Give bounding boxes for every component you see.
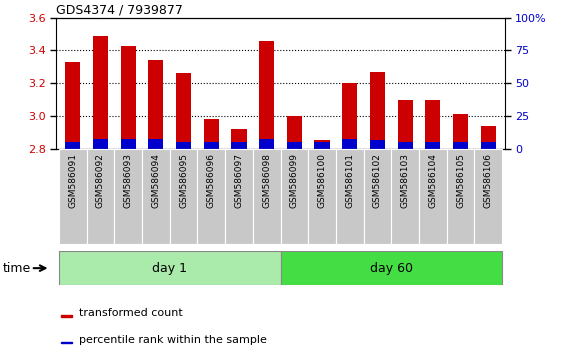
Bar [231, 129, 247, 149]
Bar [453, 142, 468, 149]
Bar [481, 142, 496, 149]
Bar [197, 149, 225, 244]
Text: GSM586100: GSM586100 [318, 154, 327, 209]
Text: GSM586099: GSM586099 [290, 154, 299, 209]
Bar [176, 73, 191, 149]
Bar [398, 99, 413, 149]
Bar [259, 41, 274, 149]
Bar [59, 251, 280, 285]
Bar [425, 99, 440, 149]
Bar [93, 139, 108, 149]
Bar [259, 139, 274, 149]
Bar [280, 251, 502, 285]
Bar [61, 315, 72, 317]
Bar [59, 149, 86, 244]
Bar [231, 142, 247, 149]
Text: GSM586094: GSM586094 [151, 154, 160, 209]
Bar [86, 149, 114, 244]
Text: GSM586101: GSM586101 [345, 154, 354, 209]
Text: GSM586105: GSM586105 [456, 154, 465, 209]
Bar [342, 83, 357, 149]
Bar [370, 141, 385, 149]
Bar [475, 149, 502, 244]
Text: GDS4374 / 7939877: GDS4374 / 7939877 [56, 4, 183, 17]
Bar [204, 119, 219, 149]
Text: percentile rank within the sample: percentile rank within the sample [79, 335, 266, 344]
Bar [481, 126, 496, 149]
Bar [287, 142, 302, 149]
Bar [314, 142, 330, 149]
Bar [308, 149, 336, 244]
Text: day 1: day 1 [152, 262, 187, 275]
Text: GSM586106: GSM586106 [484, 154, 493, 209]
Bar [121, 46, 136, 149]
Bar [336, 149, 364, 244]
Bar [342, 139, 357, 149]
Bar [142, 149, 169, 244]
Bar [280, 149, 308, 244]
Text: day 60: day 60 [370, 262, 413, 275]
Bar [65, 62, 80, 149]
Bar [148, 139, 163, 149]
Text: transformed count: transformed count [79, 308, 182, 318]
Bar [114, 149, 142, 244]
Bar [287, 116, 302, 149]
Bar [314, 141, 330, 149]
Text: GSM586095: GSM586095 [179, 154, 188, 209]
Bar [225, 149, 253, 244]
Bar [169, 149, 197, 244]
Bar [61, 342, 72, 343]
Bar [392, 149, 419, 244]
Text: GSM586092: GSM586092 [96, 154, 105, 209]
Bar [364, 149, 392, 244]
Bar [148, 60, 163, 149]
Text: GSM586093: GSM586093 [123, 154, 132, 209]
Bar [370, 72, 385, 149]
Text: time: time [3, 262, 31, 275]
Text: GSM586096: GSM586096 [207, 154, 216, 209]
Text: GSM586091: GSM586091 [68, 154, 77, 209]
Bar [204, 142, 219, 149]
Text: GSM586098: GSM586098 [262, 154, 271, 209]
Bar [93, 36, 108, 149]
Bar [121, 139, 136, 149]
Bar [65, 142, 80, 149]
Bar [425, 142, 440, 149]
Bar [419, 149, 447, 244]
Bar [398, 142, 413, 149]
Text: GSM586104: GSM586104 [429, 154, 438, 209]
Bar [176, 142, 191, 149]
Text: GSM586102: GSM586102 [373, 154, 382, 209]
Bar [447, 149, 475, 244]
Bar [453, 114, 468, 149]
Text: GSM586097: GSM586097 [234, 154, 243, 209]
Bar [253, 149, 280, 244]
Text: GSM586103: GSM586103 [401, 154, 410, 209]
